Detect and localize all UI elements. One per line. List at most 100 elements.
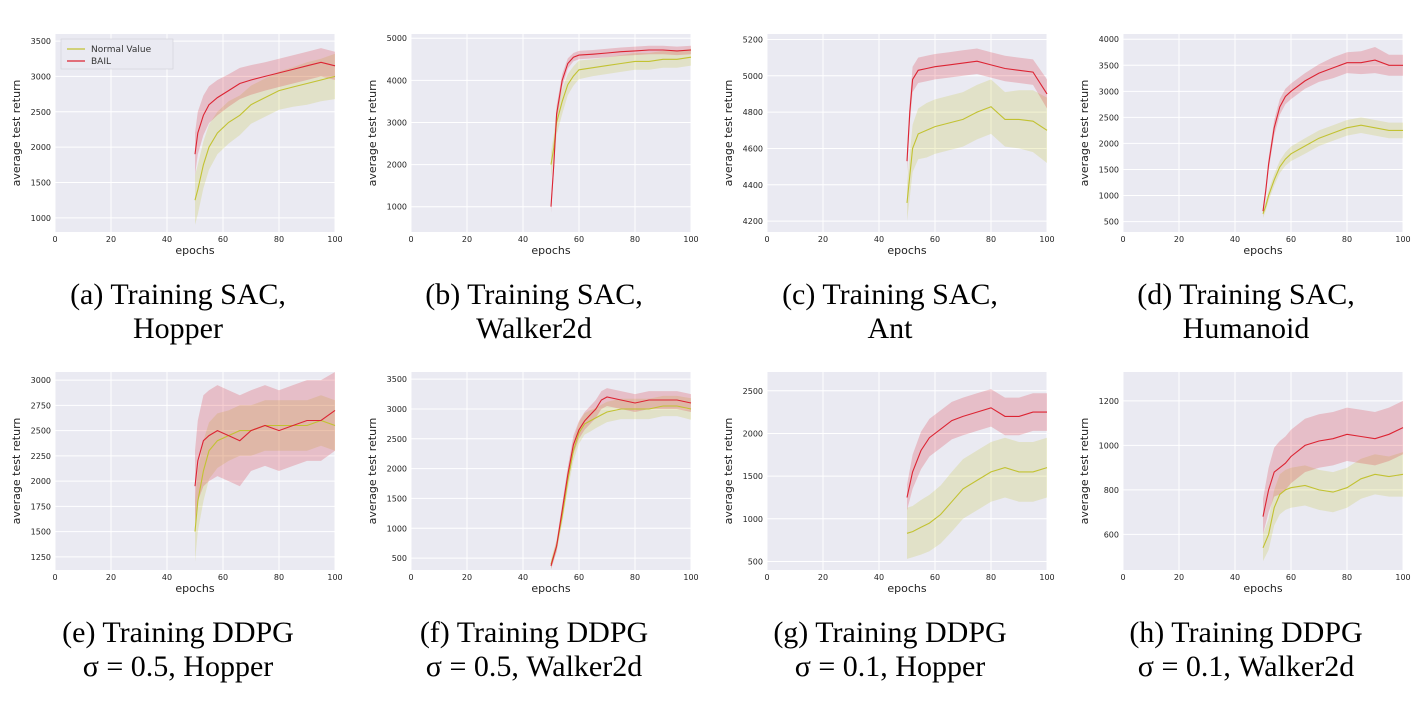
caption-line: Humanoid xyxy=(1182,312,1310,345)
plot-background xyxy=(767,372,1047,570)
x-tick-label: 80 xyxy=(1342,235,1352,244)
chart-svg: 0 20 40 60 80 100 1250 1500 1750 2000 2250 2500 2750… xyxy=(10,372,343,595)
y-tick-label: 2000 xyxy=(31,477,51,486)
x-tick-label: 20 xyxy=(106,235,116,244)
y-tick-label: 1500 xyxy=(31,528,51,537)
y-tick-label: 3000 xyxy=(387,118,407,127)
series-line xyxy=(194,61,336,155)
x-axis-label: epochs xyxy=(531,582,570,595)
figure-grid: 0 20 40 60 80 100 1000 1500 2000 2500 3000 3500 epoc… xyxy=(0,26,1424,684)
x-tick-label: 20 xyxy=(106,573,116,582)
x-tick-label: 60 xyxy=(930,235,940,244)
x-tick-label: 100 xyxy=(1395,573,1410,582)
x-tick-label: 100 xyxy=(1039,573,1054,582)
y-axis-label: average test return xyxy=(722,418,735,525)
chart-panel: 0 20 40 60 80 100 600 800 1000 1200 epochs average … xyxy=(1068,364,1424,710)
chart-panel: 0 20 40 60 80 100 1250 1500 1750 2000 2250 2500 2750… xyxy=(0,364,356,710)
x-tick-label: 40 xyxy=(162,573,172,582)
series-band xyxy=(907,437,1047,559)
x-tick-label: 60 xyxy=(218,573,228,582)
y-tick-label: 500 xyxy=(392,554,407,563)
series-band xyxy=(907,48,1047,173)
x-tick-label: 0 xyxy=(408,235,413,244)
caption-line: (d) Training SAC, xyxy=(1137,278,1355,311)
series-band xyxy=(1263,117,1403,218)
panel-caption: (d) Training SAC, Humanoid xyxy=(1068,278,1424,346)
series-line xyxy=(550,49,692,207)
y-tick-label: 1250 xyxy=(31,553,51,562)
y-axis-label: average test return xyxy=(366,418,379,525)
x-tick-label: 80 xyxy=(274,573,284,582)
y-tick-label: 1200 xyxy=(1099,397,1119,406)
x-tick-label: 40 xyxy=(1230,235,1240,244)
chart-svg: 0 20 40 60 80 100 4200 4400 4600 4800 5000 5200 epoc… xyxy=(722,34,1055,257)
caption-line: σ = 0.1, Hopper xyxy=(794,650,986,683)
plot-background xyxy=(411,372,691,570)
legend-box xyxy=(60,38,174,70)
plot-background xyxy=(1123,372,1403,570)
series-band xyxy=(195,372,335,522)
series-line xyxy=(194,75,336,201)
x-tick-label: 80 xyxy=(986,235,996,244)
y-tick-label: 4400 xyxy=(743,181,763,190)
y-tick-label: 2500 xyxy=(1099,113,1119,122)
x-tick-label: 20 xyxy=(462,235,472,244)
series-line xyxy=(1262,124,1403,214)
caption-line: (b) Training SAC, xyxy=(425,278,643,311)
series-line xyxy=(1262,59,1403,212)
x-tick-label: 60 xyxy=(574,573,584,582)
y-tick-label: 1000 xyxy=(387,524,407,533)
caption-line: (h) Training DDPG xyxy=(1129,616,1363,649)
x-tick-label: 40 xyxy=(874,573,884,582)
caption-line: (a) Training SAC, xyxy=(70,278,286,311)
series-band xyxy=(1263,400,1403,535)
series-band xyxy=(551,48,691,178)
caption-line: (g) Training DDPG xyxy=(773,616,1007,649)
caption-line: Walker2d xyxy=(476,312,592,345)
x-tick-label: 20 xyxy=(1174,235,1184,244)
y-tick-label: 4600 xyxy=(743,144,763,153)
x-axis-label: epochs xyxy=(887,582,926,595)
y-tick-label: 600 xyxy=(1104,530,1119,539)
series-band xyxy=(195,53,335,225)
y-tick-label: 2500 xyxy=(743,387,763,396)
panel-caption: (e) Training DDPG σ = 0.5, Hopper xyxy=(0,616,356,684)
legend-label: Normal Value xyxy=(91,45,152,55)
caption-line: σ = 0.5, Walker2d xyxy=(425,650,643,683)
caption-line: σ = 0.5, Hopper xyxy=(82,650,274,683)
y-tick-label: 2250 xyxy=(31,452,51,461)
y-tick-label: 3500 xyxy=(31,37,51,46)
chart-svg: 0 20 40 60 80 100 500 1000 1500 2000 2500 3000 3500 e… xyxy=(366,372,699,595)
y-axis-label: average test return xyxy=(1078,418,1091,525)
y-tick-label: 3500 xyxy=(1099,61,1119,70)
x-tick-label: 100 xyxy=(327,235,342,244)
x-axis-label: epochs xyxy=(531,244,570,257)
y-axis-label: average test return xyxy=(1078,80,1091,187)
x-tick-label: 100 xyxy=(327,573,342,582)
chart-panel: 0 20 40 60 80 100 1000 2000 3000 4000 5000 epochs av… xyxy=(356,26,712,372)
series-line xyxy=(550,56,692,165)
y-tick-label: 4000 xyxy=(1099,35,1119,44)
x-tick-label: 40 xyxy=(1230,573,1240,582)
y-axis-label: average test return xyxy=(366,80,379,187)
chart-svg: 0 20 40 60 80 100 1000 1500 2000 2500 3000 3500 epoc… xyxy=(10,34,343,257)
x-tick-label: 60 xyxy=(930,573,940,582)
x-tick-label: 100 xyxy=(1395,235,1410,244)
series-line xyxy=(1262,473,1404,549)
x-tick-label: 60 xyxy=(1286,235,1296,244)
caption-line: (f) Training DDPG xyxy=(419,616,649,649)
chart-panel: 0 20 40 60 80 100 1000 1500 2000 2500 3000 3500 epoc… xyxy=(0,26,356,372)
caption-line: Ant xyxy=(867,312,913,345)
series-line xyxy=(906,106,1048,203)
x-tick-label: 20 xyxy=(1174,573,1184,582)
x-tick-label: 0 xyxy=(764,573,769,582)
series-band xyxy=(195,48,335,176)
x-tick-label: 0 xyxy=(764,235,769,244)
y-tick-label: 2000 xyxy=(1099,139,1119,148)
series-line xyxy=(906,60,1048,162)
x-axis-label: epochs xyxy=(1243,244,1282,257)
x-tick-label: 40 xyxy=(874,235,884,244)
x-tick-label: 0 xyxy=(1120,235,1125,244)
y-tick-label: 1500 xyxy=(31,179,51,188)
x-axis-label: epochs xyxy=(887,244,926,257)
